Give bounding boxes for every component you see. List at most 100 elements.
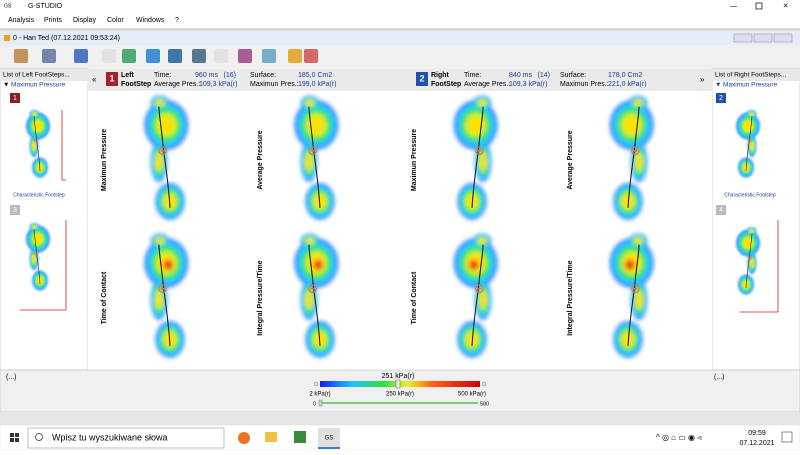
range-thumb[interactable] xyxy=(318,399,323,407)
clock-time: 09:59 xyxy=(748,430,766,437)
tool-button[interactable] xyxy=(168,49,182,63)
menu-item[interactable]: Analysis xyxy=(8,17,35,24)
step-badge[interactable] xyxy=(716,93,726,103)
search-box[interactable] xyxy=(27,427,225,449)
scroll-right[interactable]: » xyxy=(700,75,705,84)
label: Maximun Pres.: xyxy=(250,81,299,88)
notifications[interactable] xyxy=(781,431,793,443)
menu-bar xyxy=(0,12,800,28)
tool-button[interactable] xyxy=(214,49,228,63)
label: Average Pres.: xyxy=(154,81,200,88)
footprint xyxy=(736,110,760,178)
right-panel-mode[interactable]: ▼ xyxy=(715,82,721,89)
pressure-zone xyxy=(468,116,484,134)
maximize[interactable] xyxy=(755,2,763,10)
tool-button[interactable] xyxy=(192,49,206,63)
scale-max: 500 kPa(r) xyxy=(458,392,486,398)
explorer[interactable] xyxy=(265,432,277,442)
tool-button[interactable] xyxy=(122,49,136,63)
step-label: Characteristic Footstep xyxy=(13,192,65,198)
tool-button[interactable] xyxy=(262,49,276,63)
pressure-zone xyxy=(749,112,754,116)
pressure-zone xyxy=(306,100,314,106)
step-badge[interactable] xyxy=(716,205,726,215)
right-step-kind: FootStep xyxy=(431,81,461,88)
gait-line xyxy=(308,244,321,346)
active-app[interactable] xyxy=(318,428,340,448)
minimize[interactable]: — xyxy=(730,3,737,10)
view-label: Time of Contact xyxy=(101,271,108,324)
app[interactable] xyxy=(294,431,306,443)
close[interactable]: × xyxy=(783,0,788,10)
tool-button[interactable] xyxy=(238,49,252,63)
pressure-zone xyxy=(156,154,162,169)
doc-min[interactable] xyxy=(733,33,753,43)
tool-button[interactable] xyxy=(102,49,116,63)
tool-button[interactable] xyxy=(146,49,160,63)
pressure-zone xyxy=(480,154,486,169)
pressure-zone xyxy=(32,255,36,263)
doc-title: 0 - Han Ted (07.12.2021 09:53:24) xyxy=(13,35,120,42)
tool-button[interactable] xyxy=(288,49,302,63)
pressure-zone xyxy=(33,234,43,244)
title-bar xyxy=(0,0,800,12)
menu-item[interactable]: Display xyxy=(73,17,96,24)
center-marker xyxy=(633,149,637,153)
view-label: Average Pressure xyxy=(257,130,264,189)
tool-button[interactable] xyxy=(14,49,28,63)
tool-button[interactable] xyxy=(74,49,88,63)
menu-item[interactable]: Color xyxy=(107,17,124,24)
footprint xyxy=(294,95,339,220)
center-marker xyxy=(311,287,315,291)
pressure-zone xyxy=(636,292,642,307)
value: (16) xyxy=(224,72,236,79)
tool-button[interactable] xyxy=(42,49,56,63)
pressure-map xyxy=(294,95,339,220)
pressure-zone xyxy=(634,100,642,106)
left-panel xyxy=(0,68,89,371)
step-badge[interactable] xyxy=(10,93,20,103)
pressure-zone xyxy=(636,154,642,169)
gait-line xyxy=(745,232,753,289)
step-header xyxy=(88,69,712,91)
left-panel-mode[interactable]: Maximun Pressure xyxy=(11,82,66,89)
center-marker xyxy=(308,284,317,294)
current-value: 251 kPa(r) xyxy=(382,373,415,380)
pressure-peak xyxy=(315,261,322,269)
pressure-zone xyxy=(480,292,486,307)
gait-line xyxy=(308,106,321,208)
status-left: (...) xyxy=(6,374,17,381)
gait-line xyxy=(158,244,171,346)
scale-thumb[interactable] xyxy=(395,379,401,389)
search-icon xyxy=(35,433,43,441)
doc-close[interactable] xyxy=(773,33,793,43)
value: 109,3 kPa(r) xyxy=(509,81,548,88)
menu-item[interactable]: Prints xyxy=(44,17,62,24)
pressure-zone xyxy=(624,116,640,134)
search-placeholder: Wpisz tu wyszukiwane słowa xyxy=(52,432,168,442)
left-panel-mode[interactable]: ▼ xyxy=(3,82,9,89)
step-badge[interactable] xyxy=(10,205,20,215)
center-marker xyxy=(308,146,317,156)
right-panel-mode[interactable]: Maximun Pressure xyxy=(723,82,778,89)
left-step-side: Left xyxy=(121,72,135,79)
center-marker xyxy=(475,284,484,294)
doc-max[interactable] xyxy=(753,33,773,43)
pressure-zone xyxy=(478,100,486,106)
footprint xyxy=(453,233,498,358)
view-label: Maximun Pressure xyxy=(411,129,418,191)
center-marker xyxy=(161,149,165,153)
footprint xyxy=(26,223,50,291)
footprint xyxy=(453,95,498,220)
left-panel-header xyxy=(0,69,88,81)
center-marker xyxy=(311,149,315,153)
status-right: (...) xyxy=(714,374,725,381)
doc-title-bar xyxy=(0,31,800,45)
scroll-left[interactable]: « xyxy=(92,75,97,84)
value: (14) xyxy=(538,72,550,79)
firefox[interactable] xyxy=(238,432,250,444)
start-button[interactable] xyxy=(10,433,19,442)
tool-button[interactable] xyxy=(304,49,318,63)
menu-item[interactable]: ? xyxy=(175,17,179,24)
menu-item[interactable]: Windows xyxy=(136,17,165,24)
